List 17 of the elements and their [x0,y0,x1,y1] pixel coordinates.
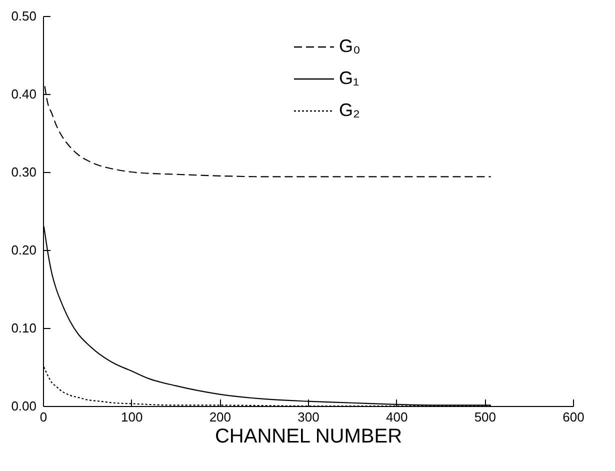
x-tick-label: 500 [474,410,496,424]
x-tick-label: 0 [40,410,48,424]
y-tick-label: 0.20 [11,242,36,258]
y-tick-label: 0.00 [11,398,36,414]
y-tick-label: 0.40 [11,86,36,102]
y-tick-label: 0.50 [11,8,36,24]
x-tick-label: 300 [298,410,320,424]
legend-label: G₂ [339,100,360,120]
y-tick-label: 0.10 [11,320,36,336]
legend-label: G₁ [339,68,360,88]
legend-label: G₀ [339,36,360,56]
y-tick-label: 0.30 [11,164,36,180]
x-tick-label: 400 [386,410,408,424]
x-tick-label: 600 [562,410,584,424]
x-axis-title: CHANNEL NUMBER [214,426,402,448]
x-tick-label: 200 [209,410,232,424]
x-tick-label: 100 [120,410,143,424]
